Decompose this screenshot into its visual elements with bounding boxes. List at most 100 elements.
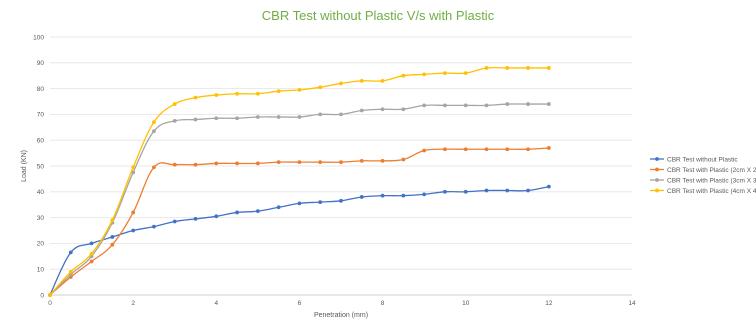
data-point	[214, 214, 219, 219]
data-point	[48, 293, 52, 297]
data-point	[297, 115, 302, 119]
y-tick-label: 20	[37, 241, 45, 248]
data-point	[422, 192, 427, 197]
x-tick-label: 10	[462, 300, 470, 307]
data-point	[463, 147, 468, 152]
data-point	[193, 162, 198, 167]
y-tick-label: 60	[37, 138, 45, 145]
x-tick-label: 6	[298, 300, 302, 307]
data-point	[505, 147, 510, 152]
x-tick-label: 12	[545, 300, 553, 307]
data-point	[131, 228, 136, 233]
data-point	[422, 72, 427, 77]
data-point	[68, 269, 73, 274]
data-point	[68, 250, 73, 255]
y-axis-label: Load (KN)	[21, 150, 28, 182]
data-point	[463, 71, 468, 76]
legend-swatch-marker	[655, 178, 659, 182]
data-point	[152, 120, 156, 125]
data-point	[443, 189, 447, 194]
data-point	[339, 160, 343, 165]
data-point	[235, 91, 239, 96]
data-point	[359, 158, 364, 163]
legend-swatch-marker	[655, 188, 659, 193]
data-point	[422, 148, 427, 153]
data-point	[235, 161, 239, 166]
legend-swatch-marker	[655, 157, 659, 161]
x-tick-label: 4	[214, 300, 218, 307]
data-point	[276, 160, 281, 165]
data-point	[339, 112, 343, 117]
legend-swatch-marker	[655, 167, 659, 172]
data-point	[401, 157, 406, 162]
data-point	[152, 165, 156, 170]
data-point	[401, 193, 406, 198]
data-point	[401, 73, 406, 78]
data-point	[255, 161, 260, 166]
data-point	[380, 107, 385, 112]
x-axis-label: Penetration (mm)	[314, 312, 368, 319]
data-point	[505, 102, 510, 106]
data-point	[193, 117, 198, 122]
series-line	[49, 66, 549, 296]
data-point	[172, 102, 177, 106]
data-point	[214, 93, 219, 97]
data-point	[380, 193, 385, 198]
data-point	[380, 158, 385, 163]
y-tick-label: 50	[37, 163, 45, 170]
data-point	[318, 85, 323, 90]
data-point	[422, 103, 427, 108]
data-point	[110, 218, 115, 223]
legend-label: CBR Test with Plastic (3cm X 3c	[667, 177, 756, 184]
data-point	[193, 95, 198, 100]
data-point	[193, 216, 198, 221]
data-point	[89, 259, 94, 264]
data-point	[546, 184, 551, 189]
data-point	[110, 235, 115, 239]
data-point	[235, 116, 239, 121]
x-tick-label: 0	[48, 300, 52, 307]
x-tick-label: 14	[628, 300, 636, 307]
data-point	[463, 189, 468, 194]
data-point	[401, 107, 406, 112]
data-point	[89, 241, 94, 246]
data-point	[89, 251, 94, 256]
x-tick-label: 8	[381, 300, 385, 307]
data-point	[318, 200, 323, 205]
data-point	[131, 170, 136, 175]
data-point	[463, 103, 468, 108]
data-point	[526, 102, 530, 106]
data-point	[484, 103, 489, 108]
series-line	[49, 147, 549, 296]
data-point	[152, 129, 156, 134]
data-point	[318, 160, 323, 165]
data-point	[276, 205, 281, 210]
data-point	[443, 103, 447, 108]
x-tick-label: 2	[131, 300, 135, 307]
data-point	[526, 66, 530, 70]
data-point	[484, 188, 489, 193]
data-point	[546, 66, 551, 70]
data-point	[152, 224, 156, 229]
y-tick-label: 100	[33, 34, 44, 41]
y-tick-label: 0	[40, 292, 44, 299]
series-line	[49, 103, 549, 296]
data-point	[255, 209, 260, 214]
y-tick-label: 30	[37, 215, 45, 222]
data-point	[505, 66, 510, 70]
y-tick-label: 10	[37, 267, 45, 274]
y-tick-label: 40	[37, 189, 45, 196]
y-tick-label: 90	[37, 60, 45, 67]
data-point	[110, 242, 115, 247]
data-point	[172, 118, 177, 123]
data-point	[318, 112, 323, 117]
data-point	[505, 188, 510, 193]
data-point	[214, 116, 219, 121]
data-point	[297, 201, 302, 206]
data-point	[276, 89, 281, 94]
data-point	[526, 147, 530, 152]
data-point	[443, 147, 447, 152]
data-point	[546, 102, 551, 106]
